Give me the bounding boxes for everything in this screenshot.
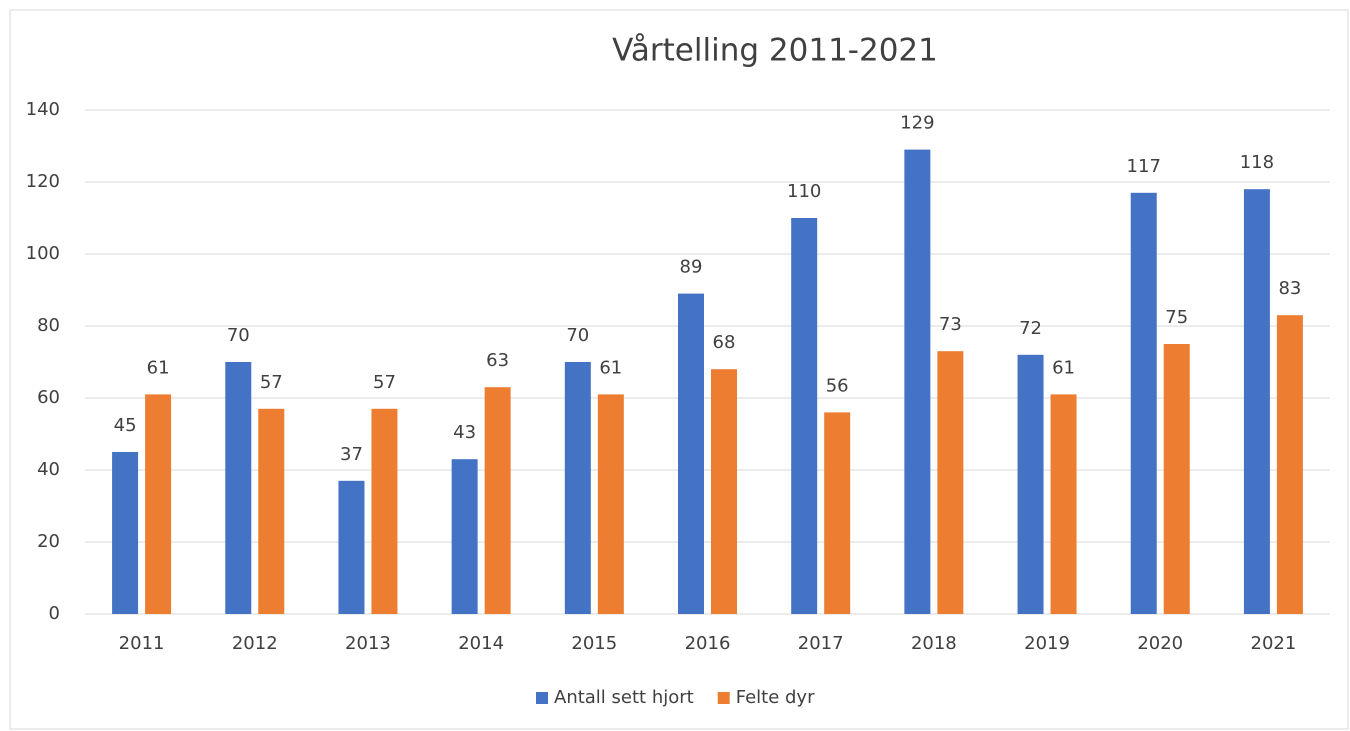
data-label: 72 [1019,318,1042,339]
x-tick-label: 2019 [1024,633,1070,654]
data-label: 75 [1165,307,1188,328]
data-label: 61 [1052,357,1075,378]
data-label: 129 [900,113,934,134]
data-label: 70 [227,325,250,346]
data-label: 63 [486,350,509,371]
y-tick-label: 40 [37,459,60,480]
bar [564,362,591,614]
bar [791,218,818,614]
y-tick-label: 80 [37,315,60,336]
chart-title: Vårtelling 2011-2021 [612,33,938,69]
legend-swatch [717,692,730,704]
bar [711,369,737,614]
bar [678,293,704,614]
bar [1276,315,1303,614]
bar [112,452,139,614]
x-tick-label: 2014 [458,633,504,654]
data-label: 43 [453,422,476,443]
x-tick-label: 2018 [911,633,957,654]
x-tick-label: 2013 [345,633,391,654]
data-label: 56 [826,375,849,396]
data-label: 57 [260,372,283,393]
y-tick-label: 0 [49,603,60,624]
data-label: 61 [599,357,622,378]
bar [824,412,851,614]
bar [597,394,624,614]
x-tick-label: 2021 [1251,633,1297,654]
data-label: 57 [373,372,396,393]
x-tick-label: 2015 [571,633,617,654]
data-label: 37 [340,444,363,465]
bar [1163,344,1190,614]
bar [937,351,964,614]
data-label: 73 [939,314,962,335]
bar [484,387,511,614]
bar [1243,189,1270,614]
legend-label: Antall sett hjort [554,687,694,708]
y-tick-label: 60 [37,387,60,408]
x-tick-label: 2020 [1137,633,1183,654]
bar [371,408,398,614]
y-tick-label: 20 [37,531,60,552]
legend-swatch [536,692,548,704]
bar [225,362,252,614]
bar [338,480,365,614]
legend-label: Felte dyr [736,687,815,708]
bar [451,459,478,614]
bar [904,149,931,614]
y-tick-label: 140 [26,99,60,120]
data-label: 118 [1240,152,1274,173]
data-label: 89 [680,257,703,278]
bar [258,408,285,614]
bar [1050,394,1077,614]
data-label: 61 [147,357,170,378]
bar [1130,192,1157,615]
bar [145,394,172,614]
data-label: 110 [787,181,821,202]
bar [1017,354,1044,614]
y-tick-label: 100 [26,243,60,264]
x-tick-label: 2016 [685,633,731,654]
data-label: 70 [566,325,589,346]
x-tick-label: 2017 [798,633,844,654]
x-tick-label: 2012 [232,633,278,654]
x-tick-label: 2011 [119,633,165,654]
data-label: 117 [1127,156,1161,177]
data-label: 68 [713,332,736,353]
y-tick-label: 120 [26,171,60,192]
data-label: 83 [1278,278,1301,299]
data-label: 45 [114,415,137,436]
